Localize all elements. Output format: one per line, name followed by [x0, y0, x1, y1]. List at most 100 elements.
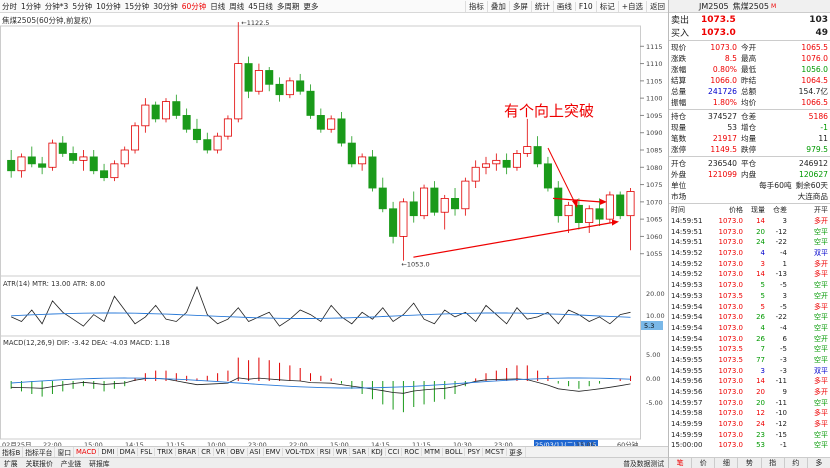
stat-row-0: 现价 1073.0 今开 1065.5 — [669, 42, 830, 53]
status-item-3[interactable]: 研报库 — [89, 460, 110, 468]
quote-tab-6[interactable]: 多 — [808, 458, 830, 468]
candle-2 — [27, 156, 36, 165]
oi-row-1-value: 53 — [727, 123, 737, 132]
breakout-arrow-head — [600, 198, 607, 205]
tool-5[interactable]: F10 — [574, 1, 596, 11]
tool-6[interactable]: 标记 — [595, 0, 618, 12]
quote-tab-2[interactable]: 细 — [715, 458, 739, 468]
tool-0[interactable]: 指标 — [464, 0, 487, 12]
oi-row-0-label2: 仓差 — [741, 112, 757, 121]
indicator-tab-2[interactable]: 窗口 — [55, 447, 75, 457]
tool-7[interactable]: +自选 — [617, 0, 646, 12]
tick-price: 1073.0 — [718, 313, 744, 322]
candle-6 — [69, 153, 78, 161]
period-toolbar: 分时 1分钟 分钟*3 5分钟 10分钟 15分钟 30分钟 60分钟 日线 周线 45日线 多周期更… — [0, 0, 668, 13]
indicator-tab-25[interactable]: 更多 — [507, 447, 526, 457]
status-item-1[interactable]: 关联报价 — [25, 460, 53, 468]
tick-row: 14:59:59 1073.0 24 -12 多平 — [669, 419, 830, 430]
tool-4[interactable]: 画线 — [552, 0, 575, 12]
tick-volume: 5 — [760, 302, 765, 311]
period-4[interactable]: 10分钟 — [96, 1, 121, 11]
divider-2 — [669, 109, 830, 110]
period-7[interactable]: 60分钟 — [181, 1, 207, 11]
indicator-tab-1[interactable]: 指标平台 — [23, 447, 56, 457]
tick-oi-change: -1 — [780, 441, 787, 450]
period-3[interactable]: 5分钟 — [72, 1, 93, 11]
period-2[interactable]: 分钟*3 — [44, 1, 69, 11]
status-item-2[interactable]: 产业链 — [60, 460, 82, 468]
tick-price: 1073.0 — [718, 259, 744, 268]
tick-nature: 空平 — [814, 355, 828, 364]
indicator-tab-0[interactable]: 指标B — [0, 447, 24, 457]
quote-tab-4[interactable]: 指 — [762, 458, 785, 468]
indicator-tab-19[interactable]: CCI — [386, 448, 403, 456]
macd-tick-2: -5.00 — [646, 399, 663, 407]
period-6[interactable]: 30分钟 — [153, 1, 178, 11]
tick-price: 1073.5 — [718, 355, 744, 364]
candle-7 — [79, 156, 88, 161]
candle-31 — [327, 118, 336, 130]
tool-3[interactable]: 统计 — [530, 0, 553, 12]
market-value: 大连商品 — [797, 192, 828, 201]
kline-chart[interactable]: 1115 1110 1105 1100 1095 1090 1085 1080 1075 1070… — [0, 13, 668, 453]
indicator-tab-21[interactable]: MTM — [422, 448, 443, 456]
oi-row-3-value2: 979.5 — [806, 145, 828, 154]
indicator-tab-16[interactable]: WR — [334, 448, 351, 456]
tool-2[interactable]: 多屏 — [508, 0, 531, 12]
period-9[interactable]: 周线 — [229, 1, 245, 11]
quote-tab-5[interactable]: 约 — [785, 458, 808, 468]
quote-tab-0[interactable]: 笔 — [669, 458, 693, 468]
tick-time: 14:59:53 — [671, 291, 703, 300]
indicator-tab-8[interactable]: BRAR — [176, 448, 200, 456]
period-8[interactable]: 日线 — [210, 1, 226, 11]
indicator-tab-22[interactable]: BOLL — [443, 448, 466, 456]
status-right: 普及数据测试 — [623, 460, 664, 468]
period-10[interactable]: 45日线 — [248, 1, 273, 11]
tick-nature: 空平 — [814, 238, 828, 247]
indicator-tab-24[interactable]: MCST — [483, 448, 508, 456]
indicator-tab-13[interactable]: EMV — [264, 448, 284, 456]
indicator-tab-10[interactable]: VR — [214, 448, 229, 456]
dea-line — [11, 377, 631, 389]
tool-1[interactable]: 叠加 — [486, 0, 509, 12]
candle-3 — [38, 163, 47, 168]
period-12[interactable]: 更多 — [303, 1, 319, 11]
indicator-tab-5[interactable]: DMA — [118, 448, 139, 456]
indicator-tab-14[interactable]: VOL-TDX — [283, 448, 318, 456]
period-0[interactable]: 分时 — [2, 1, 17, 11]
indicator-tab-17[interactable]: SAR — [350, 448, 370, 456]
tick-nature: 多平 — [814, 270, 828, 279]
indicator-tab-20[interactable]: ROC — [402, 448, 423, 456]
indicator-tab-9[interactable]: CR — [199, 448, 214, 456]
tick-oi-change: -12 — [775, 420, 787, 429]
stat-row-5-value2: 1066.5 — [801, 98, 828, 107]
tick-nature: 多开 — [814, 217, 828, 226]
indicator-tab-11[interactable]: OBV — [228, 448, 248, 456]
indicator-tab-7[interactable]: TRIX — [155, 448, 176, 456]
tick-row: 14:59:51 1073.0 20 -12 空平 — [669, 226, 830, 237]
tick-time: 14:59:54 — [671, 323, 703, 332]
status-item-0[interactable]: 扩展 — [4, 460, 18, 468]
period-1[interactable]: 1分钟 — [21, 1, 41, 11]
tick-price: 1073.0 — [718, 420, 744, 429]
indicator-tab-3[interactable]: MACD — [74, 448, 100, 456]
candle-19 — [203, 139, 212, 151]
indicator-tab-6[interactable]: FSL — [138, 448, 156, 456]
time-label-6: 23:00 — [248, 441, 267, 449]
indicator-tab-18[interactable]: KDJ — [369, 448, 386, 456]
stat-row-1: 涨跌 8.5 最高 1076.0 — [669, 53, 830, 64]
indicator-tab-23[interactable]: PSY — [465, 448, 484, 456]
indicator-tab-4[interactable]: DMI — [99, 448, 118, 456]
tick-time: 14:59:52 — [671, 249, 703, 258]
quote-tab-3[interactable]: 势 — [738, 458, 762, 468]
quote-tab-1[interactable]: 价 — [692, 458, 716, 468]
tool-8[interactable]: 返回 — [646, 0, 668, 12]
candle-0 — [7, 159, 16, 172]
status-bar: 扩展 关联报价 产业链 研报库 普及数据测试 — [0, 457, 668, 468]
period-5[interactable]: 15分钟 — [124, 1, 150, 11]
period-11[interactable]: 多周期 — [276, 1, 300, 11]
indicator-tab-12[interactable]: ASI — [248, 448, 264, 456]
indicator-tab-15[interactable]: RSI — [318, 448, 334, 456]
tick-oi-change: -13 — [775, 270, 787, 279]
candle-25 — [265, 70, 274, 85]
